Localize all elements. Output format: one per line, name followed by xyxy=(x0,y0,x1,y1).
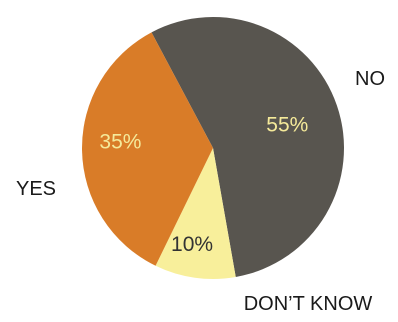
category-label-dont-know: DON’T KNOW xyxy=(244,293,373,315)
pie-slice-labels: 55% 10% 35% xyxy=(99,113,308,255)
pie-slice-no xyxy=(151,16,344,278)
category-label-yes: YES xyxy=(16,178,56,200)
pie-category-labels: NO DON’T KNOW YES xyxy=(16,68,385,315)
pie-slice-dont-know xyxy=(155,148,236,279)
pie-slice-yes xyxy=(81,32,213,266)
slice-value-label-yes: 35% xyxy=(99,130,141,153)
pie-slices xyxy=(81,16,344,279)
slice-value-label-no: 55% xyxy=(266,113,308,136)
category-label-no: NO xyxy=(355,68,385,90)
slice-value-label-dont-know: 10% xyxy=(171,233,213,256)
